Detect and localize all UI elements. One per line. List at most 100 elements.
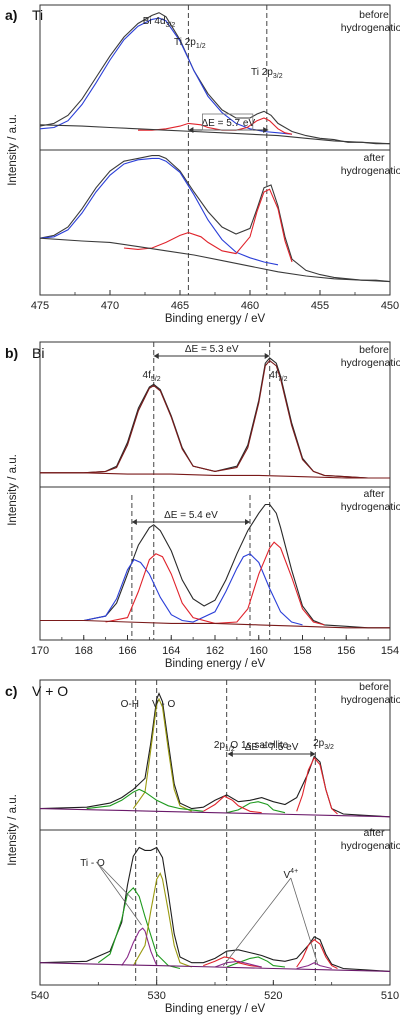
series-line — [39, 962, 391, 972]
delta-box — [201, 113, 254, 131]
peak-annotation: Bi 4d3/2 — [143, 16, 176, 29]
delta-label: ΔE = 5.4 eV — [164, 510, 218, 521]
series-line — [39, 124, 391, 145]
series-line — [40, 472, 390, 479]
series-line — [39, 17, 293, 135]
x-tick-label: 154 — [381, 645, 399, 657]
delta-arrowhead — [131, 519, 137, 525]
x-tick-label: 156 — [337, 645, 355, 657]
x-tick-label: 530 — [147, 990, 165, 1002]
panel-b: 170 168 166 164 162 160 158 156 154 Binding energ… — [5, 341, 400, 670]
condition-label: after — [363, 488, 385, 500]
series-line — [121, 927, 158, 966]
series-line — [39, 237, 391, 283]
x-tick-label: 170 — [31, 645, 49, 657]
series-line — [39, 808, 391, 818]
series-line — [40, 357, 390, 479]
x-tick-label: 520 — [264, 990, 282, 1002]
series-line — [214, 960, 262, 968]
delta-arrowhead — [227, 751, 233, 757]
series-line — [203, 956, 262, 968]
series-line — [97, 886, 181, 970]
peak-annotation: O 1s satellite — [230, 740, 288, 751]
condition-label: hydrogenation — [341, 501, 400, 513]
condition-label: hydrogenation — [341, 840, 400, 852]
annotation-pointer — [96, 861, 142, 926]
x-tick-label: 510 — [381, 990, 399, 1002]
plot-frame — [39, 679, 391, 986]
condition-label: before — [359, 344, 389, 356]
condition-label: before — [359, 9, 389, 21]
x-tick-label: 158 — [293, 645, 311, 657]
y-axis-label: Intensity / a.u. — [7, 454, 19, 526]
x-tick-label: 465 — [171, 300, 189, 312]
annotation-pointer — [96, 861, 134, 901]
x-tick-label: 162 — [206, 645, 224, 657]
panel-element: V + O — [32, 683, 68, 699]
series-line — [296, 962, 332, 970]
peak-annotation: V - O — [152, 699, 176, 710]
x-tick-label: 455 — [311, 300, 329, 312]
delta-arrowhead — [310, 751, 316, 757]
y-axis-label: Intensity / a.u. — [7, 114, 19, 186]
x-tick-label: 460 — [241, 300, 259, 312]
series-line — [40, 619, 390, 629]
series-line — [39, 846, 391, 972]
annotation-pointer — [222, 877, 292, 967]
x-axis-label: Binding energy / eV — [165, 313, 266, 325]
series-line — [296, 756, 338, 815]
peak-annotation: 4f7/2 — [269, 370, 287, 383]
condition-label: after — [363, 827, 385, 839]
series-line — [203, 795, 262, 814]
series-line — [123, 188, 293, 263]
peak-annotation: Ti 2p1/2 — [174, 37, 206, 50]
x-tick-label: 166 — [118, 645, 136, 657]
condition-label: hydrogenation — [341, 22, 400, 34]
condition-label: hydrogenation — [341, 694, 400, 706]
series-line — [105, 541, 325, 626]
x-tick-label: 470 — [101, 300, 119, 312]
x-axis-label: Binding energy / eV — [165, 658, 266, 670]
panel-element: Ti — [32, 7, 43, 23]
series-line — [226, 801, 286, 814]
peak-annotation: V4+ — [284, 868, 299, 881]
panel-a: 475 470 465 460 455 450 Binding energy / eV Int… — [5, 4, 400, 325]
series-line — [40, 503, 390, 629]
x-tick-label: 475 — [31, 300, 49, 312]
delta-arrowhead — [153, 353, 159, 359]
series-line — [39, 692, 391, 818]
panel-label: b) — [5, 345, 18, 361]
series-line — [132, 697, 192, 812]
peak-annotation: 2p3/2 — [313, 738, 334, 751]
panel-element: Bi — [32, 345, 44, 361]
panel-label: c) — [5, 683, 17, 699]
panel-label: a) — [5, 7, 17, 23]
x-tick-label: 168 — [75, 645, 93, 657]
delta-label: ΔE = 5.7 eV — [201, 118, 255, 129]
delta-arrowhead — [245, 519, 250, 525]
series-line — [83, 553, 303, 626]
peak-annotation: O-H — [121, 699, 139, 710]
condition-label: after — [363, 152, 385, 164]
series-line — [296, 938, 338, 969]
plot-frame — [39, 341, 391, 641]
peak-annotation: 2p1/2 — [214, 740, 235, 753]
peak-annotation: 4f5/2 — [143, 370, 161, 383]
series-line — [39, 155, 391, 283]
x-tick-label: 160 — [250, 645, 268, 657]
series-line — [39, 12, 390, 145]
x-tick-label: 540 — [31, 990, 49, 1002]
series-line — [86, 788, 204, 812]
x-tick-label: 450 — [381, 300, 399, 312]
condition-label: before — [359, 681, 389, 693]
x-tick-label: 164 — [162, 645, 180, 657]
peak-annotation: Ti 2p3/2 — [251, 67, 283, 80]
condition-label: hydrogenation — [341, 357, 400, 369]
delta-arrowhead — [263, 127, 269, 133]
panel-c: 540 530 520 510 Binding energy / eV Intensity… — [5, 679, 400, 1015]
delta-arrowhead — [188, 127, 194, 133]
x-axis-label: Binding energy / eV — [165, 1003, 266, 1015]
condition-label: hydrogenation — [341, 165, 400, 177]
y-axis-label: Intensity / a.u. — [7, 794, 19, 866]
delta-arrowhead — [264, 353, 270, 359]
